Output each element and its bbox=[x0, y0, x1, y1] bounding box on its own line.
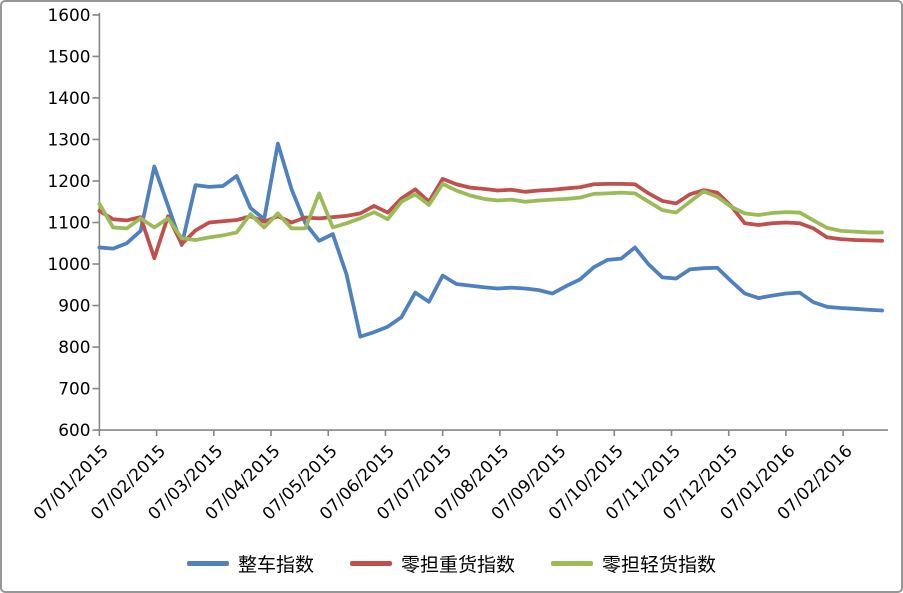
y-axis-label: 1600 bbox=[47, 5, 90, 25]
y-axis-label: 900 bbox=[58, 295, 90, 315]
y-axis-label: 1100 bbox=[47, 212, 90, 232]
legend-label: 整车指数 bbox=[237, 553, 314, 576]
legend-item-1: 零担重货指数 bbox=[349, 550, 515, 577]
legend-item-2: 零担轻货指数 bbox=[551, 550, 716, 577]
legend-line-swatch-2 bbox=[551, 560, 593, 566]
y-axis-label: 1300 bbox=[47, 129, 90, 149]
legend-label: 零担轻货指数 bbox=[602, 553, 717, 576]
y-axis-label: 600 bbox=[58, 420, 90, 440]
series-line-0 bbox=[97, 141, 884, 339]
legend-item-0: 整车指数 bbox=[186, 550, 314, 577]
y-axis-label: 800 bbox=[58, 337, 90, 357]
y-axis-label: 1000 bbox=[47, 254, 90, 274]
series-line-2 bbox=[97, 181, 884, 242]
legend-label: 零担重货指数 bbox=[400, 553, 515, 576]
legend-line-swatch-0 bbox=[186, 560, 229, 566]
y-axis-label: 700 bbox=[58, 379, 90, 399]
y-axis-label: 1200 bbox=[47, 171, 90, 191]
y-axis-label: 1400 bbox=[47, 88, 90, 108]
series-line-1 bbox=[97, 177, 884, 261]
chart-legend: 整车指数 零担重货指数 零担轻货指数 bbox=[2, 546, 901, 580]
y-axis-label: 1500 bbox=[47, 46, 90, 66]
legend-line-swatch-1 bbox=[349, 560, 392, 566]
